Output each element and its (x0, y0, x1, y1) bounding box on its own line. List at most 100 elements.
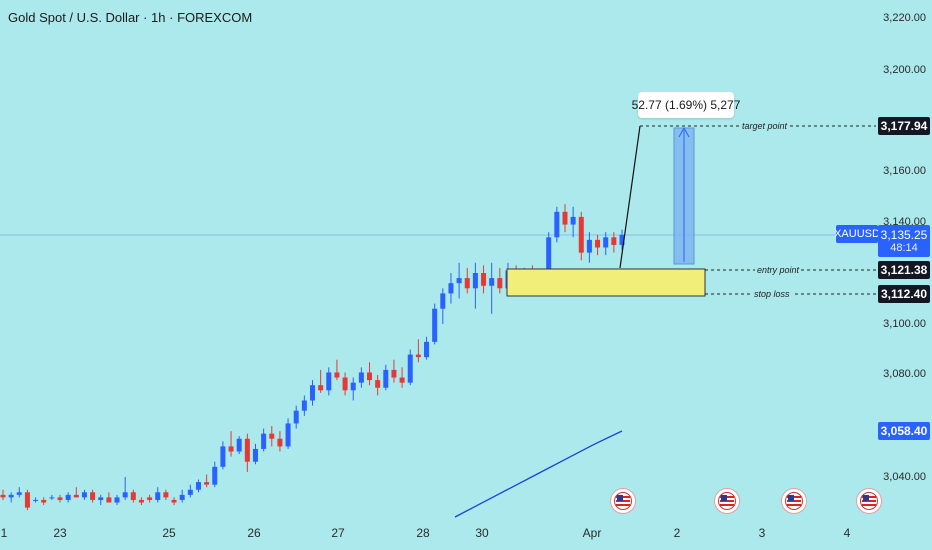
candles-group (0, 204, 625, 511)
candle-body (497, 278, 503, 289)
candle-body (98, 497, 104, 500)
candle-body (432, 308, 438, 342)
time-tick: 25 (162, 526, 176, 540)
price-tick: 3,220.00 (883, 12, 926, 24)
candle-body (228, 446, 234, 452)
candle-body (0, 494, 6, 498)
candle-body (570, 216, 576, 225)
candle-body (611, 237, 617, 245)
candle-body (399, 377, 405, 383)
candle-body (578, 216, 584, 253)
candle-body (293, 410, 299, 424)
candle-body (407, 354, 413, 383)
entry-price-badge: 3,121.38 (878, 261, 930, 279)
stop-loss-label: stop loss (752, 289, 792, 299)
candle-body (603, 237, 609, 248)
ticker-tag: XAUUSD (834, 225, 880, 243)
moving-average-line (454, 430, 623, 518)
candle-body (342, 377, 348, 391)
live-price: 3,135.25 (880, 227, 928, 242)
candle-body (261, 433, 267, 449)
price-tick: 3,200.00 (883, 64, 926, 76)
candle-body (285, 423, 291, 447)
candle-body (252, 448, 258, 462)
candle-body (65, 494, 71, 500)
candle-body (220, 446, 226, 467)
candle-body (383, 369, 389, 388)
candle-body (318, 385, 324, 391)
candle-body (326, 372, 332, 391)
us-flag-event-icon[interactable] (715, 489, 739, 513)
candle-body (472, 273, 478, 289)
target-price-badge: 3,177.94 (878, 117, 930, 135)
candle-body (187, 489, 193, 495)
candle-body (33, 499, 39, 501)
live-price-box: 3,135.25 48:14 (878, 225, 930, 257)
chart-title: Gold Spot / U.S. Dollar · 1h · FOREXCOM (8, 10, 253, 25)
time-tick: 26 (247, 526, 261, 540)
candle-body (489, 278, 495, 286)
time-tick: 23 (53, 526, 67, 540)
candle-body (49, 497, 55, 499)
candle-body (16, 492, 22, 495)
us-flag-event-icon[interactable] (782, 489, 806, 513)
us-flag-event-icon[interactable] (857, 489, 881, 513)
candle-body (554, 211, 560, 238)
candle-body (73, 494, 79, 498)
candle-body (155, 492, 161, 500)
candle-body (424, 341, 430, 358)
entry-stop-zone[interactable] (506, 268, 706, 297)
candle-body (8, 494, 14, 498)
candle-body (114, 497, 120, 503)
candle-body (212, 466, 218, 485)
price-tick: 3,040.00 (883, 471, 926, 483)
candle-body (130, 492, 136, 500)
time-tick: 3 (758, 526, 766, 540)
time-tick: 28 (416, 526, 430, 540)
target-point-label: target point (740, 121, 790, 131)
candle-body (236, 438, 242, 452)
candle-body (334, 372, 340, 378)
candle-body (41, 499, 47, 503)
candle-body (415, 354, 421, 358)
price-tick: 3,100.00 (883, 318, 926, 330)
entry-point-label: entry point (755, 265, 802, 275)
price-tick: 3,080.00 (883, 368, 926, 380)
candle-body (448, 283, 454, 294)
candle-body (481, 273, 487, 286)
candle-body (367, 372, 373, 381)
stop-price-badge: 3,112.40 (878, 285, 930, 303)
projection-arrow-head (678, 126, 690, 138)
time-tick: 4 (843, 526, 851, 540)
candle-body (57, 497, 63, 500)
candle-body (244, 438, 250, 462)
candle-body (171, 499, 177, 503)
candle-body (179, 494, 185, 500)
candle-body (358, 372, 364, 383)
time-tick: 1 (0, 526, 8, 540)
candle-body (301, 400, 307, 411)
candle-body (464, 278, 470, 289)
candle-body (375, 380, 381, 388)
time-tick: 30 (475, 526, 489, 540)
candle-body (595, 239, 601, 248)
candle-body (562, 211, 568, 225)
projection-path-line (619, 125, 641, 269)
us-flag-event-icon[interactable] (611, 489, 635, 513)
candle-body (277, 438, 283, 447)
candle-body (24, 492, 30, 508)
candle-body (440, 293, 446, 309)
candle-body (586, 239, 592, 253)
time-tick: 2 (673, 526, 681, 540)
candle-body (204, 482, 210, 485)
time-tick: Apr (582, 526, 602, 540)
candle-body (310, 385, 315, 401)
candle-body (269, 433, 275, 439)
candle-body (138, 499, 144, 503)
candle-body (147, 497, 153, 500)
candle-body (546, 237, 552, 276)
candle-body (106, 497, 112, 503)
measure-label: 52.77 (1.69%) 5,277 (632, 92, 740, 118)
candle-body (619, 234, 625, 245)
